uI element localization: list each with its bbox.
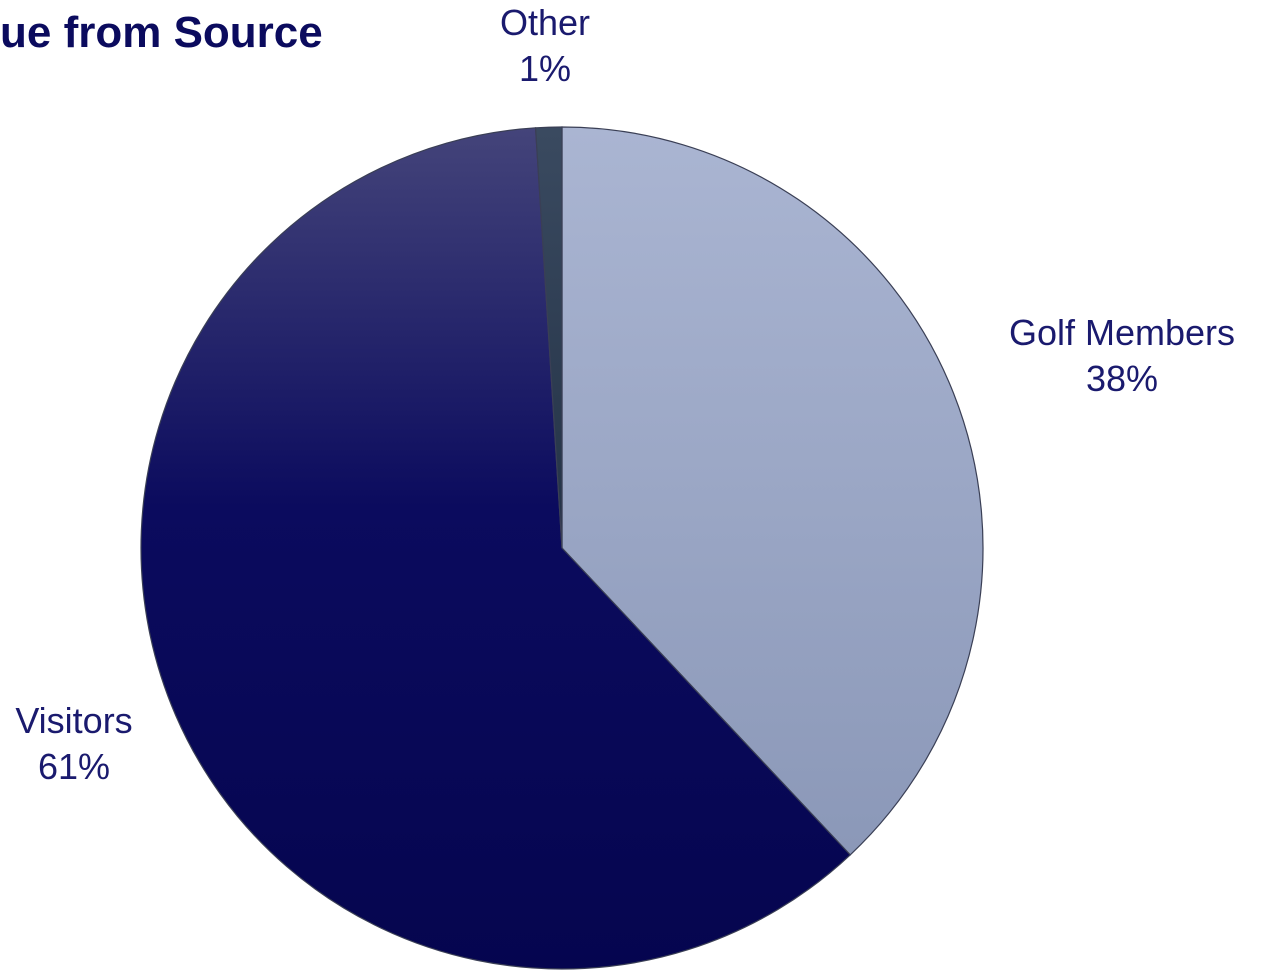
slice-label-visitors: Visitors 61% — [15, 698, 132, 790]
slice-label-golf-members-name: Golf Members — [1008, 312, 1236, 353]
pie-slice-other — [534, 126, 563, 549]
pie-slice-visitors — [140, 127, 852, 970]
slice-label-golf-members-value: 38% — [1085, 358, 1159, 399]
slice-label-visitors-value: 61% — [37, 746, 111, 787]
pie-slice-golf-members — [561, 126, 984, 856]
slice-label-other-name: Other — [499, 2, 591, 43]
chart-title: ue from Source — [0, 8, 323, 57]
slice-label-other-value: 1% — [518, 48, 572, 89]
slice-label-other: Other 1% — [500, 0, 590, 92]
slice-label-visitors-name: Visitors — [15, 700, 133, 741]
slice-label-golf-members: Golf Members 38% — [1009, 310, 1235, 402]
